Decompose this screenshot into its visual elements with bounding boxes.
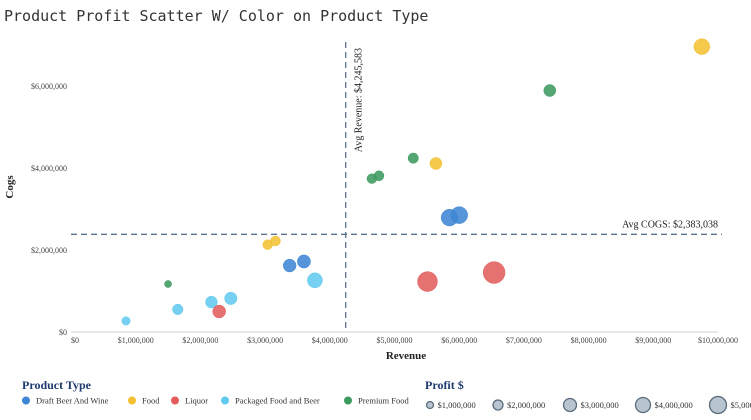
- reference-lines: Avg Revenue: $4,245,583 Avg COGS: $2,383,…: [71, 42, 722, 332]
- legend-label-premium: Premium Food: [358, 396, 410, 406]
- legend-label-liquor: Liquor: [185, 396, 208, 406]
- y-tick-label: $0: [59, 328, 67, 337]
- size-legend-label: $3,000,000: [581, 400, 619, 410]
- size-legend-circle: [708, 395, 728, 415]
- plot-area: $0 $2,000,000 $4,000,000 $6,000,000 $0 $1,00…: [31, 38, 738, 345]
- x-tick-label: $10,000,000: [698, 336, 738, 345]
- size-legend-label: $4,000,000: [655, 400, 693, 410]
- x-tick-label: $6,000,000: [441, 336, 477, 345]
- data-point-premium[interactable]: [407, 152, 419, 164]
- chart-title: Product Profit Scatter W/ Color on Produ…: [4, 7, 428, 25]
- color-legend-items: Draft Beer And Wine Food Liquor Packaged Fo…: [22, 396, 410, 406]
- x-tick-label: $8,000,000: [571, 336, 607, 345]
- x-tick-label: $3,000,000: [247, 336, 283, 345]
- size-legend: Profit $ $1,000,000 $2,000,000 $3,000,000 $…: [425, 378, 751, 415]
- size-legend-circle: [492, 399, 504, 411]
- x-axis-title: Revenue: [386, 350, 426, 362]
- data-point-draft[interactable]: [450, 206, 468, 224]
- data-point-liquor[interactable]: [482, 261, 506, 284]
- data-point-packaged[interactable]: [172, 303, 184, 315]
- color-legend-title: Product Type: [22, 378, 92, 392]
- y-tick-label: $2,000,000: [31, 246, 67, 255]
- size-legend-label: $2,000,000: [507, 400, 545, 410]
- x-tick-label: $1,000,000: [118, 336, 154, 345]
- data-point-food[interactable]: [693, 38, 711, 55]
- data-point-packaged[interactable]: [224, 291, 238, 305]
- x-tick-label: $7,000,000: [506, 336, 542, 345]
- legend-label-packaged: Packaged Food and Beer: [235, 396, 320, 406]
- data-point-food[interactable]: [270, 235, 281, 247]
- legend-swatch-draft: [22, 396, 30, 405]
- scatter-points: [121, 38, 711, 326]
- data-point-draft[interactable]: [283, 258, 297, 273]
- x-tick-label: $2,000,000: [182, 336, 218, 345]
- y-tick-label: $6,000,000: [31, 82, 67, 91]
- data-point-packaged[interactable]: [307, 272, 323, 289]
- data-point-liquor[interactable]: [417, 271, 438, 292]
- data-point-packaged[interactable]: [205, 295, 218, 309]
- size-legend-circle: [425, 400, 435, 410]
- legend-swatch-food: [128, 396, 136, 405]
- size-legend-items: $1,000,000 $2,000,000 $3,000,000 $4,000,000…: [425, 395, 751, 415]
- size-legend-label: $5,000,000: [731, 400, 751, 410]
- data-point-draft[interactable]: [297, 254, 311, 269]
- data-point-premium[interactable]: [373, 170, 385, 182]
- x-tick-label: $0: [71, 336, 79, 345]
- size-legend-circle: [634, 396, 652, 414]
- legend-swatch-premium: [344, 396, 352, 405]
- y-axis-ticks: $0 $2,000,000 $4,000,000 $6,000,000: [31, 82, 67, 337]
- x-axis-ticks: $0 $1,000,000 $2,000,000 $3,000,000 $4,000,0…: [71, 336, 738, 345]
- x-tick-label: $9,000,000: [635, 336, 671, 345]
- size-legend-title: Profit $: [425, 378, 464, 392]
- avg-revenue-label: Avg Revenue: $4,245,583: [354, 48, 365, 152]
- y-axis-title: Cogs: [4, 175, 16, 199]
- data-point-liquor[interactable]: [212, 304, 226, 319]
- size-legend-circle: [562, 397, 578, 413]
- data-point-packaged[interactable]: [121, 316, 131, 326]
- x-tick-label: $4,000,000: [312, 336, 348, 345]
- color-legend: Product Type Draft Beer And Wine Food Liqu…: [22, 378, 410, 406]
- legend-swatch-packaged: [221, 396, 229, 405]
- data-point-premium[interactable]: [164, 280, 172, 288]
- legend-swatch-liquor: [171, 396, 179, 405]
- data-point-food[interactable]: [429, 157, 443, 170]
- avg-cogs-label: Avg COGS: $2,383,038: [622, 219, 718, 230]
- legend-label-draft: Draft Beer And Wine: [36, 396, 109, 406]
- size-legend-label: $1,000,000: [438, 400, 476, 410]
- data-point-premium[interactable]: [543, 84, 557, 97]
- x-tick-label: $5,000,000: [377, 336, 413, 345]
- legend-label-food: Food: [142, 396, 160, 406]
- y-tick-label: $4,000,000: [31, 164, 67, 173]
